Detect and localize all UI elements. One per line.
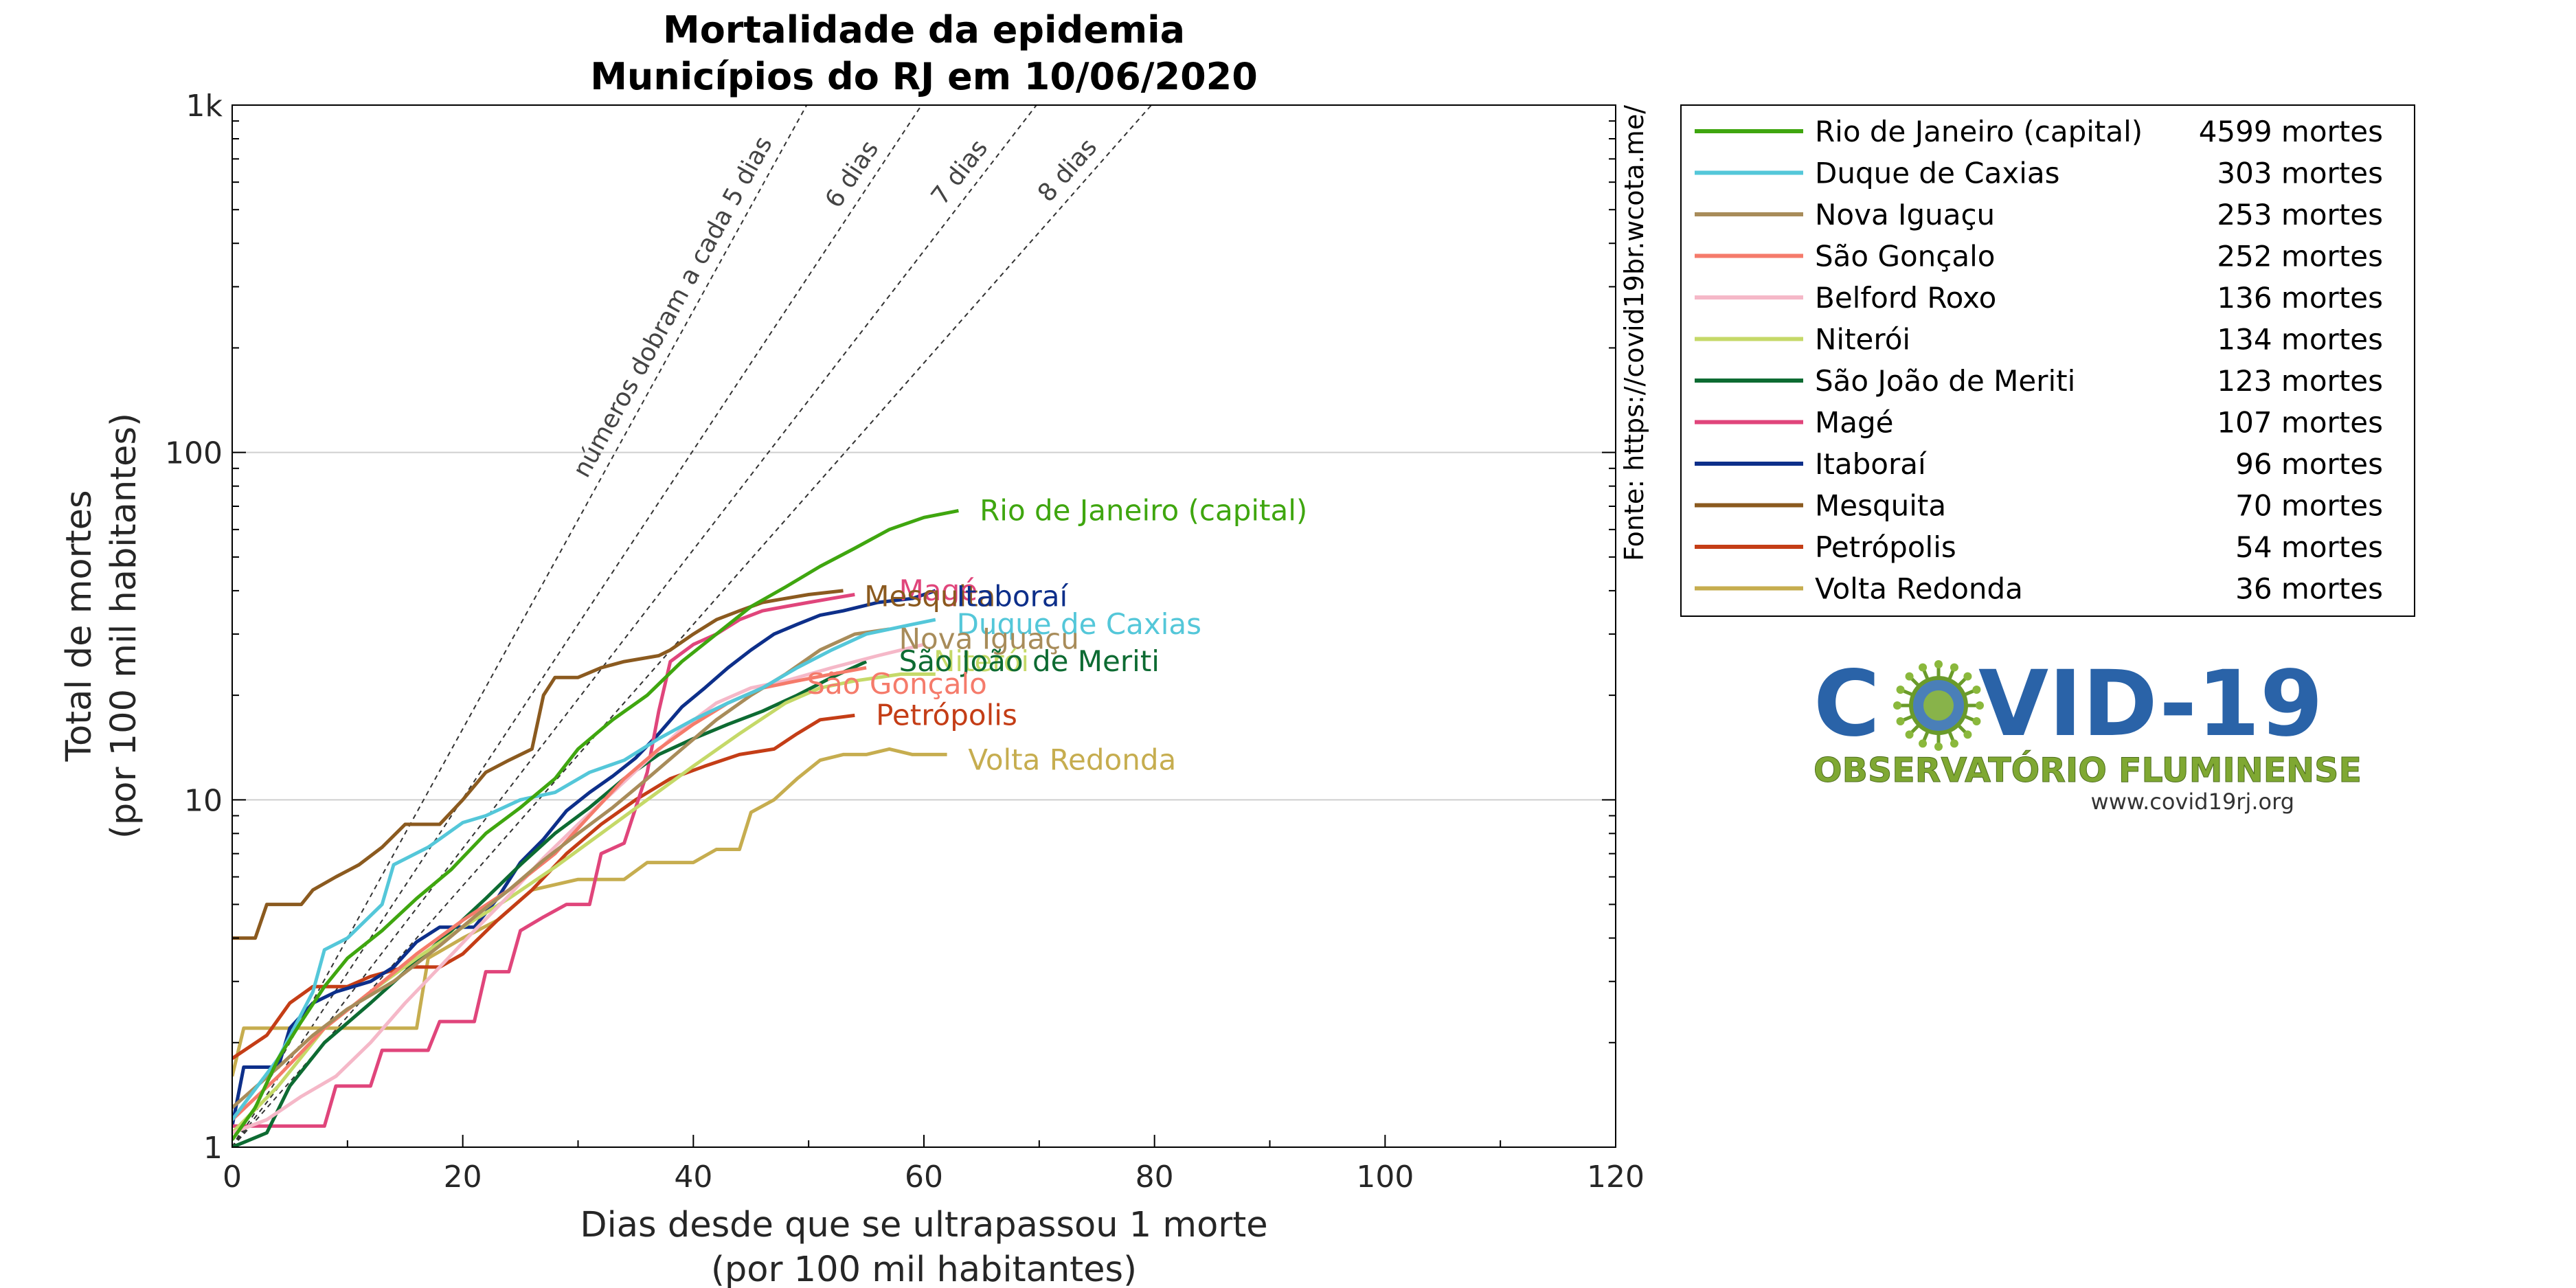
legend-label: Itaboraí	[1815, 447, 1927, 481]
series-end-label: Nova Iguaçu	[899, 622, 1079, 656]
x-tick-label: 40	[674, 1160, 712, 1195]
legend: Rio de Janeiro (capital) 4599 mortes Duque…	[1680, 104, 2415, 617]
y-tick-label: 1k	[186, 89, 223, 124]
legend-label: São João de Meriti	[1815, 364, 2075, 398]
series-end-label: Mesquita	[864, 579, 995, 613]
reference-line	[232, 105, 923, 1147]
y-tick-label: 100	[165, 436, 223, 471]
legend-label: Magé	[1815, 406, 1893, 440]
x-axis-label-line-1: Dias desde que se ultrapassou 1 morte	[580, 1205, 1267, 1245]
chart-title: Mortalidade da epidemia Municípios do RJ…	[590, 8, 1258, 98]
legend-label: Petrópolis	[1815, 530, 1956, 564]
doubling-reference-lines	[232, 105, 1152, 1147]
legend-count: 303 mortes	[2217, 157, 2383, 190]
legend-count: 252 mortes	[2217, 240, 2383, 273]
legend-count: 96 mortes	[2235, 447, 2383, 481]
legend-label: Belford Roxo	[1815, 281, 1996, 315]
series-end-label: São João de Meriti	[899, 644, 1160, 678]
legend-label: Nova Iguaçu	[1815, 198, 1995, 231]
legend-count: 4599 mortes	[2199, 115, 2383, 148]
legend-label: Volta Redonda	[1815, 572, 2023, 606]
legend-count: 253 mortes	[2217, 198, 2383, 231]
series-line	[232, 593, 855, 1128]
legend-count: 36 mortes	[2235, 572, 2383, 606]
reference-line-label: números dobram a cada 5 dias	[567, 132, 778, 482]
series-line	[232, 659, 868, 1147]
series-line	[232, 642, 925, 1135]
legend-count: 123 mortes	[2217, 364, 2383, 398]
series-end-label: São Gonçalo	[806, 667, 987, 701]
source-text: Fonte: https://covid19br.wcota.me/	[1619, 105, 1649, 561]
legend-label: São Gonçalo	[1815, 240, 1996, 273]
series-end-label: Volta Redonda	[968, 743, 1176, 777]
series-end-label: Niterói	[934, 644, 1029, 678]
x-tick-label: 80	[1136, 1160, 1174, 1195]
y-tick-label: 10	[184, 783, 223, 818]
legend-count: 136 mortes	[2217, 281, 2383, 315]
series-end-labels: números dobram a cada 5 dias 6 dias 7 dias…	[567, 132, 1307, 777]
logo-letter-c: C	[1814, 651, 1880, 757]
covid-logo: C VID-19 OBSERVATÓRIO FLUMINENSE www.cov…	[1814, 651, 2362, 815]
legend-count: 107 mortes	[2217, 406, 2383, 440]
reference-line-label: 6 dias	[820, 135, 885, 213]
title-line-2: Municípios do RJ em 10/06/2020	[590, 55, 1258, 98]
x-tick-label: 0	[223, 1160, 242, 1195]
series-line	[232, 508, 959, 1141]
reference-line	[232, 105, 808, 1147]
legend-label: Rio de Janeiro (capital)	[1815, 115, 2143, 148]
legend-count: 54 mortes	[2235, 530, 2383, 564]
y-axis-label-line-2: (por 100 mil habitantes)	[104, 413, 144, 839]
y-axis-label-line-1: Total de mortes	[59, 490, 100, 762]
legend-label: Mesquita	[1815, 489, 1946, 523]
x-axis-label-line-2: (por 100 mil habitantes)	[711, 1250, 1137, 1288]
reference-line-label: 7 dias	[926, 135, 993, 211]
series-end-label: Petrópolis	[876, 698, 1017, 732]
legend-label: Duque de Caxias	[1815, 157, 2060, 190]
x-tick-label: 100	[1356, 1160, 1414, 1195]
legend-count: 70 mortes	[2235, 489, 2383, 523]
series-line	[232, 747, 947, 1077]
axis-labels: Dias desde que se ultrapassou 1 morte (p…	[59, 413, 1268, 1288]
logo-url: www.covid19rj.org	[2091, 789, 2294, 815]
series-end-label: Rio de Janeiro (capital)	[980, 493, 1307, 527]
series-line	[232, 589, 844, 940]
logo-letters-vid19: VID-19	[1978, 651, 2323, 757]
y-tick-label: 1	[203, 1131, 223, 1166]
series-line	[232, 618, 936, 1121]
virus-icon	[1893, 660, 1984, 751]
series-lines	[232, 508, 959, 1147]
x-tick-label: 60	[905, 1160, 943, 1195]
series-line	[232, 589, 936, 1127]
series-end-label: Duque de Caxias	[957, 607, 1202, 641]
reference-line-label: 8 dias	[1032, 133, 1103, 207]
title-line-1: Mortalidade da epidemia	[663, 8, 1185, 52]
series-end-label: Itaboraí	[957, 579, 1069, 613]
legend-box	[1680, 104, 2415, 617]
legend-label: Niterói	[1815, 323, 1910, 357]
series-end-label: Magé	[899, 574, 978, 607]
x-tick-label: 120	[1587, 1160, 1645, 1195]
legend-count: 134 mortes	[2217, 323, 2383, 357]
logo-subtitle: OBSERVATÓRIO FLUMINENSE	[1814, 749, 2362, 790]
x-tick-label: 20	[444, 1160, 482, 1195]
